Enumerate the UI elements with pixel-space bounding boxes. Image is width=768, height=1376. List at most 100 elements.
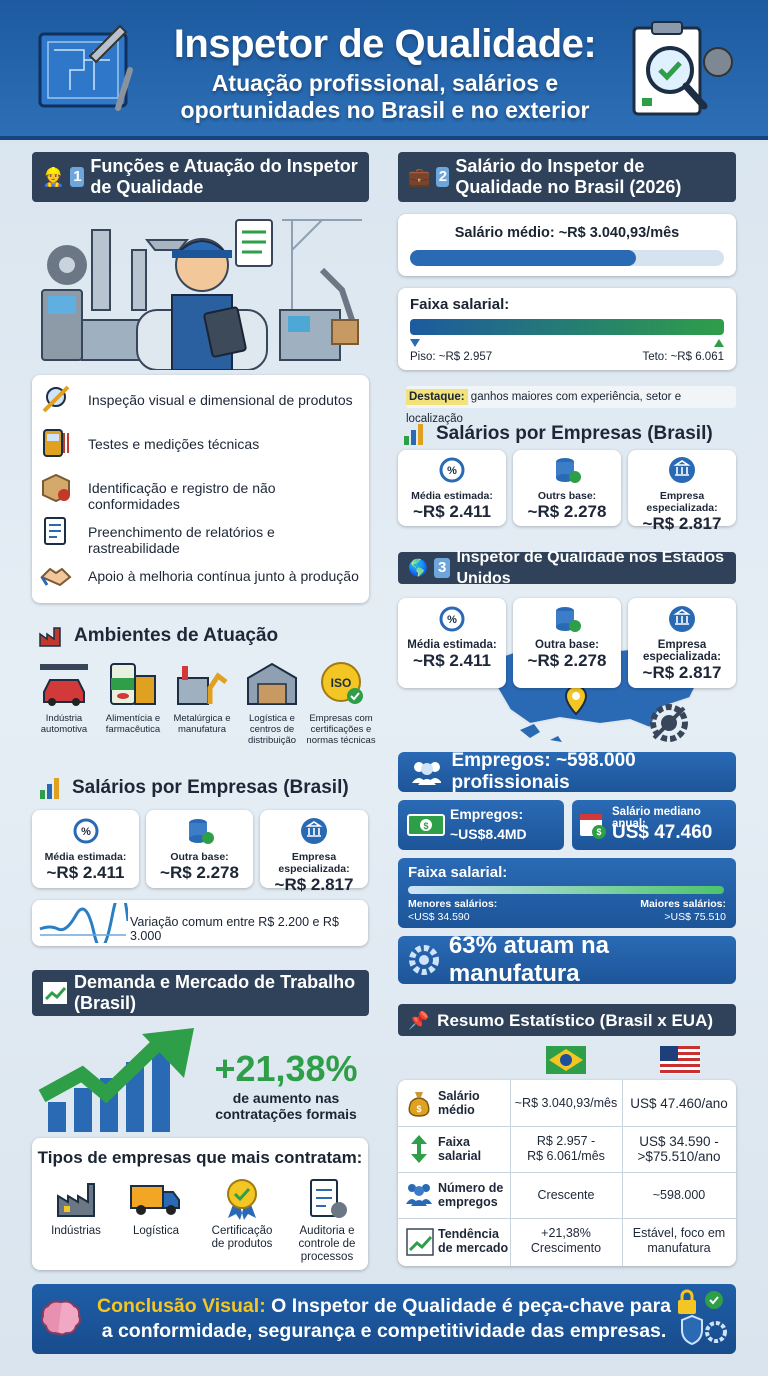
wave-icon: [39, 903, 128, 943]
page-subtitle: Atuação profissional, salários e oportuni…: [180, 70, 590, 123]
svg-text:$: $: [423, 821, 428, 831]
factory-inspector-illustration: [41, 219, 362, 370]
salary-range-card: Faixa salarial: Piso: ~R$ 2.957 Teto: ~R…: [398, 288, 736, 370]
growth-percent: +21,38%: [214, 1048, 358, 1089]
trend-up-icon: [406, 1228, 434, 1256]
caliper-icon: [42, 385, 70, 413]
hiring-type-certification: Certificação de produtos: [202, 1176, 282, 1251]
hiring-type-industries: Indústrias: [38, 1176, 114, 1238]
salary-range-title: Faixa salarial:: [410, 296, 510, 313]
warehouse-icon: [247, 662, 297, 705]
factory-icon: [57, 1183, 95, 1217]
max-marker: [714, 339, 724, 347]
median-salary-box: $ Salário mediano anual: US$ 47.460: [572, 800, 736, 850]
variation-text: Variação comum entre R$ 2.200 e R$ 3.000: [130, 915, 339, 943]
trend-up-icon: [43, 982, 67, 1004]
people-icon: [412, 762, 442, 785]
building-icon: [669, 606, 695, 632]
iso-badge-icon: ISO: [321, 662, 363, 704]
people-icon: [406, 1184, 432, 1206]
briefcase-icon: 💼: [408, 166, 431, 187]
medal-icon: [227, 1179, 257, 1220]
environments-row: Indústria automotiva Alimentícia e farmacê…: [32, 660, 376, 760]
multimeter-icon: [43, 429, 69, 457]
conclusion-text: Conclusão Visual: O Inspetor de Qualidad…: [97, 1295, 671, 1342]
average-salary-track: [410, 250, 724, 266]
brain-icon: [41, 1300, 81, 1336]
average-salary-card: Salário médio: ~R$ 3.040,93/mês: [398, 214, 736, 276]
us-salary-card: % Média estimada: ~R$ 2.411: [398, 598, 506, 688]
metallurgy-icon: [177, 666, 228, 705]
demand-header: Demanda e Mercado de Trabalho (Brasil): [32, 970, 369, 1016]
svg-text:ISO: ISO: [331, 676, 352, 690]
box-error-icon: [42, 473, 70, 503]
function-item: Testes e medições técnicas: [88, 436, 260, 452]
hiring-types-title: Tipos de empresas que mais contratam:: [37, 1148, 363, 1167]
car-icon: [40, 664, 88, 706]
salary-card-left: % Média estimada: ~R$ 2.411: [32, 810, 139, 888]
svg-text:%: %: [447, 614, 457, 626]
us-salary-range-box: Faixa salarial: Menores salários: <US$ 3…: [398, 858, 736, 928]
salaries-right-heading: Salários por Empresas (Brasil): [402, 422, 713, 446]
pin-icon: 📌: [408, 1010, 430, 1030]
building-icon: [301, 818, 327, 844]
percent-cycle-icon: %: [439, 457, 465, 483]
section-1-header: 👷 1 Funções e Atuação do Inspetor de Qua…: [32, 152, 369, 202]
calendar-money-icon: $: [580, 814, 606, 839]
function-item: Preenchimento de relatórios e rastreabil…: [88, 524, 275, 556]
conclusion-banner: Conclusão Visual: O Inspetor de Qualidad…: [32, 1284, 736, 1354]
building-icon: [669, 457, 695, 483]
header: Inspetor de Qualidade: Atuação profissio…: [0, 0, 768, 140]
section-2-header: 💼 2 Salário do Inspetor de Qualidade no …: [398, 152, 736, 202]
money-bag-icon: $: [408, 1092, 430, 1117]
highlight-note: Destaque: ganhos maiores com experiência…: [406, 386, 736, 425]
factory-icon: [39, 627, 61, 647]
section-title: Funções e Atuação do Inspetor de Qualida…: [90, 156, 358, 197]
us-range-bar: [408, 886, 724, 894]
truck-icon: [130, 1185, 180, 1215]
food-pharma-icon: [110, 663, 156, 705]
hiring-type-logistics: Logística: [118, 1176, 194, 1238]
functions-list: Inspeção visual e dimensional de produto…: [32, 375, 369, 603]
svg-text:$: $: [416, 1104, 421, 1114]
summary-table: $ Salário médio ~R$ 3.040,93/mês US$ 47.4…: [398, 1080, 736, 1266]
environment-automotive: Indústria automotiva: [32, 660, 96, 735]
hiring-type-audit: Auditoria e controle de processos: [288, 1176, 366, 1264]
function-item: Apoio à melhoria contínua junto à produç…: [88, 568, 359, 584]
section-number: 1: [70, 167, 85, 187]
manufacturing-banner: 63% atuam na manufatura: [398, 932, 736, 987]
money-icon: $: [407, 814, 445, 836]
bar-chart-icon: [404, 424, 423, 445]
average-salary-text: Salário médio: ~R$ 3.040,93/mês: [454, 225, 680, 241]
security-shield-icon: [678, 1289, 727, 1346]
salary-range-bar: [410, 319, 724, 335]
salary-card-left: Outra base: ~R$ 2.278: [146, 810, 253, 888]
environment-certified: ISO Empresas com certificações e normas té…: [306, 660, 376, 746]
percent-cycle-icon: %: [73, 818, 98, 844]
salaries-left-heading: Salários por Empresas (Brasil): [38, 776, 349, 800]
range-arrows-icon: [411, 1135, 427, 1163]
jobs-banner: Empregos: ~598.000 profissionais: [398, 750, 736, 793]
brazil-flag-icon: [546, 1046, 586, 1074]
handshake-icon: [40, 567, 72, 587]
database-icon: [556, 607, 581, 632]
jobs-small-box: $ Empregos: ~US$8.4MD: [398, 800, 564, 850]
page-title: Inspetor de Qualidade:: [173, 22, 597, 66]
svg-text:%: %: [447, 465, 457, 477]
summary-header: 📌 Resumo Estatístico (Brasil x EUA): [398, 1004, 736, 1036]
gear-icon: [409, 945, 439, 975]
variation-card: Variação comum entre R$ 2.200 e R$ 3.000: [32, 900, 368, 946]
worker-icon: 👷: [42, 166, 65, 187]
us-salary-card: Empresa especializada: ~R$ 2.817: [628, 598, 736, 688]
section-3-header: 🌎 3 Inspetor de Qualidade nos Estados Un…: [398, 549, 736, 587]
average-salary-fill: [410, 250, 637, 266]
globe-icon: 🌎: [408, 559, 428, 577]
bar-chart-icon: [40, 778, 59, 799]
clipboard-check-icon: [632, 21, 733, 116]
audit-clipboard-icon: [310, 1179, 347, 1218]
database-icon: [188, 819, 214, 844]
us-flag-icon: [660, 1046, 700, 1074]
svg-text:%: %: [81, 826, 91, 838]
growth-arrow-illustration: [38, 1028, 194, 1132]
salary-card-left: Empresa especializada: ~R$ 2.817: [260, 810, 368, 894]
